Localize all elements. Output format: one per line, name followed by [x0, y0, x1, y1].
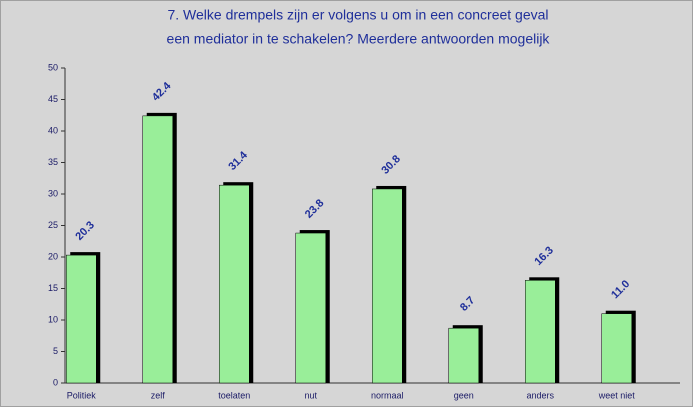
bar — [66, 254, 97, 384]
y-tick-label: 0 — [53, 377, 58, 387]
x-tick-label: toelaten — [218, 390, 250, 400]
y-tick-label: 35 — [48, 157, 58, 167]
bar — [601, 313, 632, 384]
bar — [295, 232, 326, 384]
y-tick-label: 25 — [48, 220, 58, 230]
bar — [372, 188, 403, 384]
x-tick-label: normaal — [371, 390, 404, 400]
bar — [219, 184, 250, 384]
x-tick-label: geen — [454, 390, 474, 400]
bar — [525, 280, 556, 384]
y-tick-label: 40 — [48, 125, 58, 135]
x-tick-label: zelf — [151, 390, 166, 400]
chart-title: een mediator in te schakelen? Meerdere a… — [167, 31, 551, 47]
x-tick-label: anders — [526, 390, 554, 400]
chart-title: 7. Welke drempels zijn er volgens u om i… — [167, 7, 548, 23]
y-tick-label: 20 — [48, 251, 58, 261]
bar — [142, 115, 173, 384]
x-tick-label: Politiek — [67, 390, 97, 400]
y-tick-label: 50 — [48, 62, 58, 72]
y-tick-label: 30 — [48, 188, 58, 198]
x-tick-label: weet niet — [598, 390, 636, 400]
y-tick-label: 15 — [48, 283, 58, 293]
y-tick-label: 10 — [48, 314, 58, 324]
y-tick-label: 5 — [53, 346, 58, 356]
y-tick-label: 45 — [48, 94, 58, 104]
x-tick-label: nut — [304, 390, 317, 400]
bar — [448, 327, 479, 384]
